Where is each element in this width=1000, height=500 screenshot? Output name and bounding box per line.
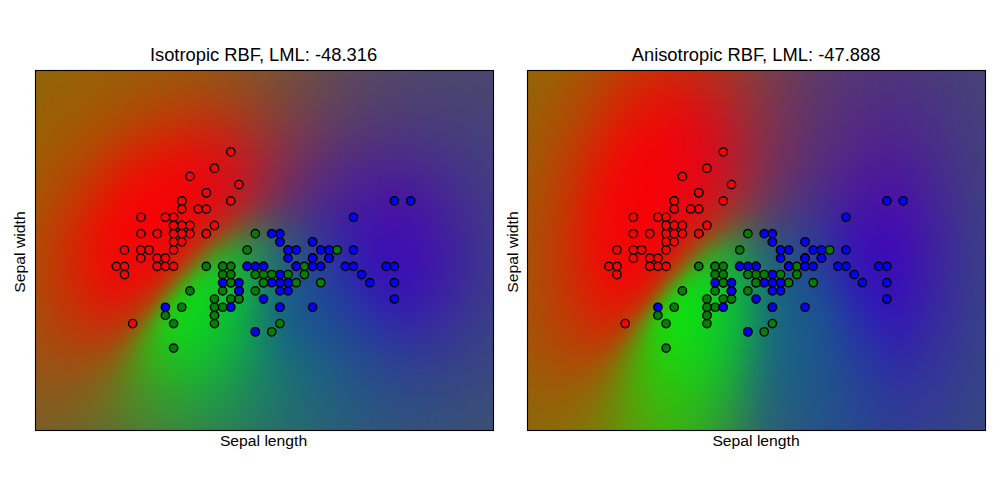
svg-text:Isotropic RBF, LML: -48.316: Isotropic RBF, LML: -48.316 (150, 45, 377, 65)
svg-text:Anisotropic RBF, LML: -47.888: Anisotropic RBF, LML: -47.888 (632, 45, 881, 65)
svg-text:Sepal length: Sepal length (712, 433, 799, 449)
svg-text:Sepal width: Sepal width (12, 211, 28, 292)
svg-text:Sepal length: Sepal length (220, 433, 307, 449)
svg-text:Sepal width: Sepal width (505, 211, 521, 292)
